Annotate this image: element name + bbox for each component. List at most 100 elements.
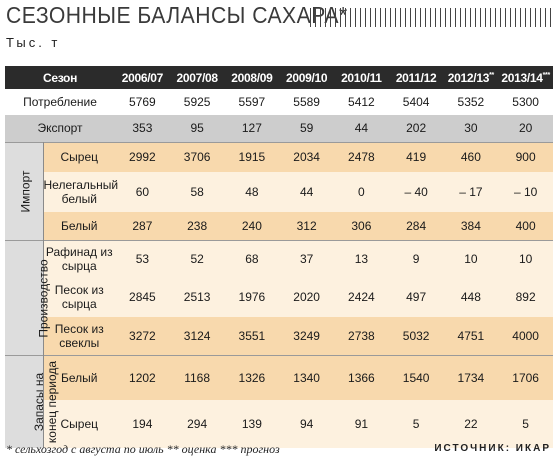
value-cell: 139: [224, 400, 280, 448]
value-cell: 44: [279, 172, 334, 212]
value-cell: 48: [224, 172, 280, 212]
header-year: 2006/07: [115, 66, 170, 89]
group-label-stocks: Запасы на конец периода: [5, 354, 59, 448]
row-label: Нелегальный белый: [43, 172, 118, 212]
value-cell: 312: [279, 212, 334, 240]
value-cell: 448: [443, 277, 499, 317]
header-year: 2010/11: [334, 66, 389, 89]
value-cell: 400: [498, 212, 553, 240]
value-cell: 202: [388, 115, 444, 142]
value-cell: 44: [334, 115, 389, 142]
value-cell: 5589: [279, 89, 334, 115]
value-cell: 1540: [388, 354, 444, 400]
value-cell: 58: [169, 172, 225, 212]
value-cell: 22: [443, 400, 499, 448]
row-stocks-raw: Сырец 194 294 139 94 91 5 22 5: [5, 400, 553, 448]
value-cell: 2513: [169, 277, 225, 317]
value-cell: 94: [279, 400, 334, 448]
value-cell: 1366: [334, 354, 389, 400]
value-cell: 306: [334, 212, 389, 240]
value-cell: 127: [224, 115, 280, 142]
value-cell: 3124: [169, 317, 225, 355]
header-year: 2009/10: [279, 66, 334, 89]
value-cell: 37: [279, 239, 334, 277]
value-cell: 1915: [224, 141, 280, 172]
row-label: Сырец: [43, 141, 115, 172]
value-cell: 5032: [388, 317, 444, 355]
value-cell: 2738: [334, 317, 389, 355]
value-cell: 294: [169, 400, 225, 448]
units-label: Тыс. т: [6, 35, 61, 50]
header-year: 2011/12: [388, 66, 444, 89]
value-cell: 10: [443, 239, 499, 277]
value-cell: 5597: [224, 89, 280, 115]
row-stocks-white: Запасы на конец периода Белый 1202 1168 132…: [5, 354, 553, 448]
source-label: ИСТОЧНИК: ИКАР: [434, 443, 551, 454]
value-cell: 4751: [443, 317, 499, 355]
value-cell: 2020: [279, 277, 334, 317]
value-cell: 5300: [498, 89, 553, 115]
value-cell: 9: [388, 239, 444, 277]
value-cell: 5404: [388, 89, 444, 115]
value-cell: 419: [388, 141, 444, 172]
value-cell: 1706: [498, 354, 553, 400]
value-cell: 238: [169, 212, 225, 240]
row-import-raw: Импорт Сырец 2992 3706 1915 2034 2478 419 460 9…: [5, 141, 553, 240]
chart-title: СЕЗОННЫЕ БАЛАНСЫ САХАРА*: [6, 2, 348, 28]
row-prod-sand-beet: Песок из свеклы 3272 3124 3551 3249 2738 5032 4…: [5, 317, 553, 355]
value-cell: 95: [169, 115, 225, 142]
value-cell: 384: [443, 212, 499, 240]
row-consumption: Потребление 5769 5925 5597 5589 5412 5404 5352…: [5, 89, 553, 115]
value-cell: 240: [224, 212, 280, 240]
header-year: 2007/08: [169, 66, 225, 89]
header-row: Сезон 2006/07 2007/08 2008/09 2009/10 20…: [5, 66, 553, 89]
row-export: Экспорт 353 95 127 59 44 202 30 20: [5, 115, 553, 142]
value-cell: – 17: [443, 172, 499, 212]
row-label: Песок из сырца: [43, 277, 115, 317]
value-cell: 460: [443, 141, 499, 172]
row-label: Белый: [43, 354, 115, 400]
row-prod-refined: Производство Рафинад из сырца 53 52 68 37 13 9…: [5, 239, 553, 355]
header-year: 2008/09: [224, 66, 280, 89]
value-cell: 3249: [279, 317, 334, 355]
value-cell: 53: [115, 239, 170, 277]
value-cell: 284: [388, 212, 444, 240]
value-cell: 0: [334, 172, 389, 212]
row-label: Экспорт: [5, 115, 115, 142]
row-label: Песок из свеклы: [43, 317, 115, 355]
group-label-production: Производство: [5, 239, 51, 355]
value-cell: 497: [388, 277, 444, 317]
value-cell: 892: [498, 277, 553, 317]
value-cell: 91: [334, 400, 389, 448]
value-cell: 1976: [224, 277, 280, 317]
value-cell: – 10: [498, 172, 553, 212]
value-cell: 5769: [115, 89, 170, 115]
value-cell: 900: [498, 141, 553, 172]
title-hatch-decoration: [310, 8, 552, 27]
value-cell: 4000: [498, 317, 553, 355]
value-cell: 1340: [279, 354, 334, 400]
value-cell: 2424: [334, 277, 389, 317]
value-cell: 20: [498, 115, 553, 142]
value-cell: 10: [498, 239, 553, 277]
row-label: Рафинад из сырца: [43, 239, 115, 277]
header-year: 2013/14***: [498, 66, 553, 89]
value-cell: 3272: [115, 317, 170, 355]
value-cell: 1734: [443, 354, 499, 400]
value-cell: 52: [169, 239, 225, 277]
row-prod-sand-raw: Песок из сырца 2845 2513 1976 2020 2424 497 448…: [5, 277, 553, 317]
value-cell: 5: [498, 400, 553, 448]
row-label: Потребление: [5, 89, 115, 115]
value-cell: 30: [443, 115, 499, 142]
header-season-label: Сезон: [5, 66, 115, 89]
value-cell: 13: [334, 239, 389, 277]
value-cell: 194: [115, 400, 170, 448]
value-cell: 5352: [443, 89, 499, 115]
row-label: Белый: [43, 212, 115, 240]
row-import-illegal: Нелегальный белый 60 58 48 44 0– 40– 17– 10: [5, 172, 553, 212]
value-cell: 1168: [169, 354, 225, 400]
value-cell: 1326: [224, 354, 280, 400]
value-cell: 287: [115, 212, 170, 240]
value-cell: 59: [279, 115, 334, 142]
value-cell: 353: [115, 115, 170, 142]
